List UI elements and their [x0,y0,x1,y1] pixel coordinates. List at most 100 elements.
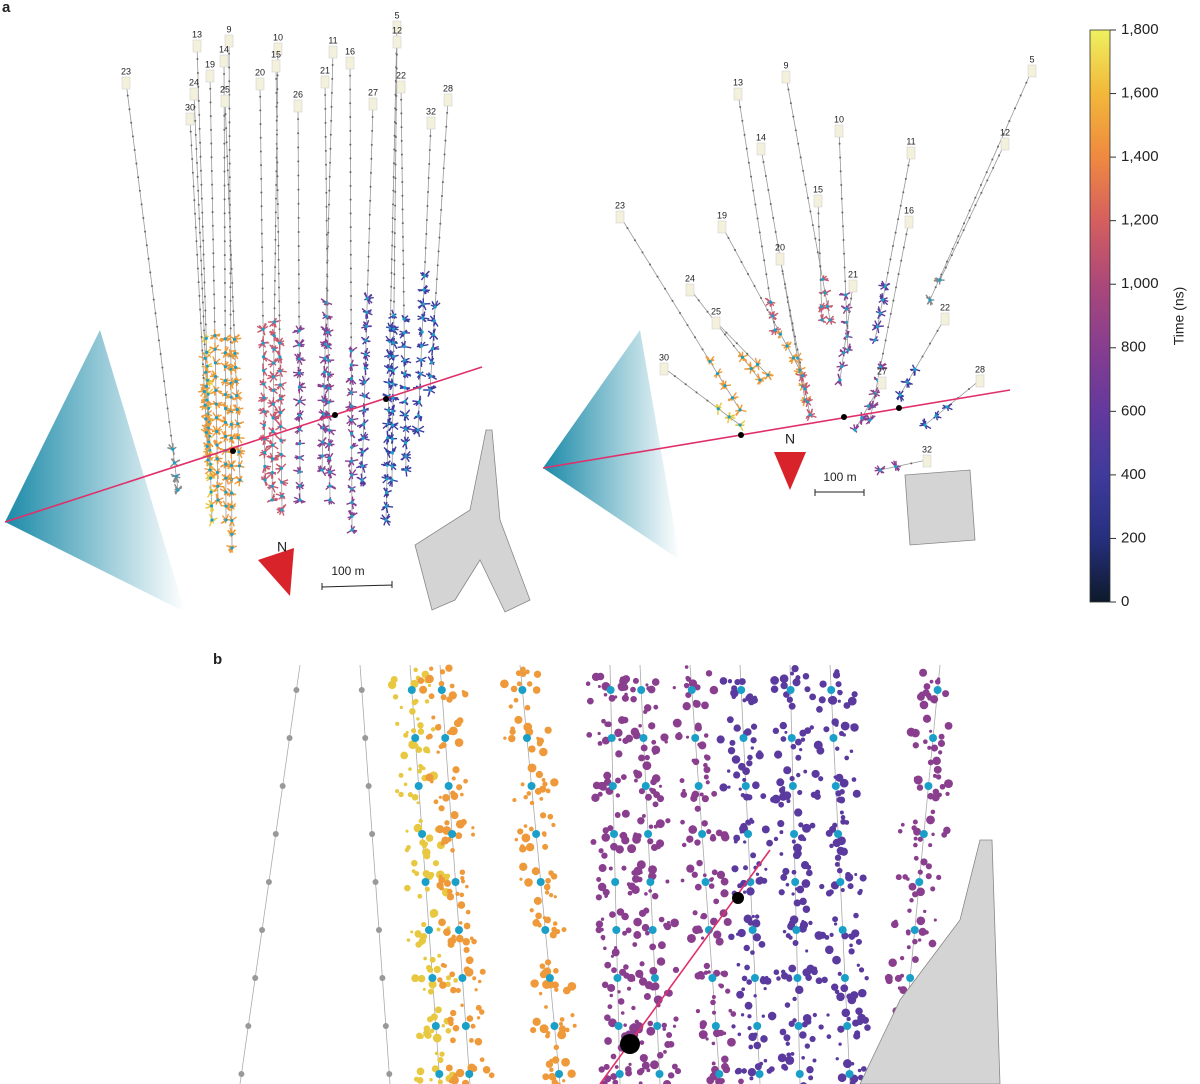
module [224,295,227,298]
hit [411,869,416,874]
module [732,344,735,347]
hit [638,754,646,762]
module [223,184,226,187]
hit [422,288,426,292]
hit [411,859,418,867]
hit [623,964,629,970]
module [231,296,234,299]
hit [927,792,934,800]
hit [754,923,758,927]
hit [298,470,302,474]
hit [928,843,933,848]
hit [555,1070,564,1078]
module [229,239,232,242]
hit [539,812,547,819]
hit [828,829,833,834]
hit [844,293,848,297]
hit [656,839,665,848]
hit [614,777,621,784]
hit [421,316,425,320]
hit [795,985,804,995]
hit [263,478,267,482]
hit [761,1014,766,1018]
hit [686,933,696,943]
module [349,267,352,270]
module [393,232,396,235]
module [401,222,404,225]
hit [462,691,469,698]
hit [513,697,519,703]
buoy [185,112,195,126]
module [232,324,235,327]
hit [270,471,274,475]
hit [567,1069,576,1078]
hit [423,956,427,961]
module [980,184,982,186]
hit [785,933,791,939]
hit [520,844,525,849]
hit [758,940,766,948]
module [326,303,329,306]
hit [443,879,452,887]
string [879,459,928,471]
hit [694,684,701,691]
module [963,222,965,225]
hit [437,686,446,694]
hit [209,490,213,494]
module [142,217,145,219]
hit [204,370,208,374]
hit [845,334,850,338]
hit [403,732,409,738]
string-label: 11 [328,35,337,45]
module [198,113,201,116]
hit [685,735,690,739]
hit [912,742,919,749]
hit [819,883,825,890]
string-label: 12 [1000,127,1010,137]
hit [837,1073,847,1083]
hit [922,714,932,723]
hit [516,681,522,687]
module [259,123,262,126]
hit [541,778,546,782]
hit [395,721,400,726]
module [223,114,226,117]
hit [797,789,803,796]
buoy [1027,64,1037,78]
hit [385,490,389,495]
hit [703,970,709,975]
hit [771,314,775,318]
hit [840,974,849,982]
module [817,225,820,228]
module [787,88,790,91]
module [329,133,332,136]
module [326,247,328,250]
hit [715,1070,724,1078]
hit [539,785,547,793]
hit [630,686,636,693]
hit [686,835,694,843]
hit [758,378,762,382]
hit [404,440,408,445]
string-label: 27 [368,87,378,97]
hit [837,699,841,703]
hit [465,909,471,915]
hit [746,794,753,801]
hit [429,374,433,378]
hit [425,734,431,740]
module [445,125,448,128]
hit [517,828,524,835]
module [213,320,216,323]
hit [440,694,447,701]
hit [520,782,525,787]
hit [808,413,812,417]
hit [796,772,801,778]
module [897,218,900,221]
hit [350,500,354,505]
module [261,273,264,276]
string-label: 5 [394,10,399,20]
module [130,121,133,124]
hit [550,1022,559,1030]
module [349,281,352,284]
hit [280,494,284,498]
